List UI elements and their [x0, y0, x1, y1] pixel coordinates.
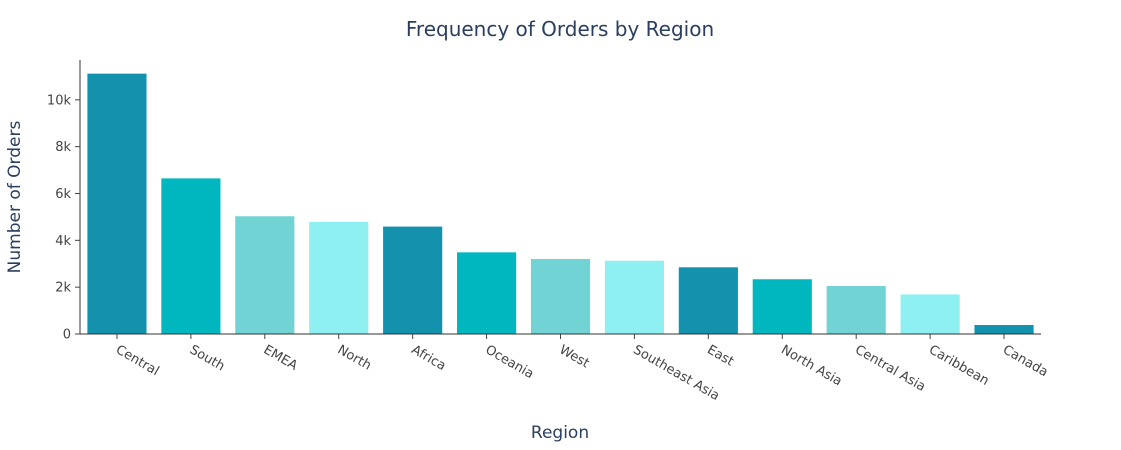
- y-tick-label: 10k: [47, 93, 72, 108]
- x-tick-label: North: [335, 342, 374, 373]
- bars-group: [87, 73, 1034, 335]
- bar-north-asia[interactable]: [752, 279, 812, 334]
- bar-canada[interactable]: [974, 325, 1034, 334]
- y-axis: 0 2k 4k 6k 8k 10k: [47, 60, 81, 343]
- x-tick-label: East: [704, 342, 736, 369]
- x-tick-label: South: [187, 342, 227, 374]
- bar-west[interactable]: [530, 258, 591, 334]
- bar-emea[interactable]: [235, 216, 295, 334]
- x-tick-label: Central Asia: [852, 342, 928, 394]
- bar-east[interactable]: [678, 267, 738, 334]
- bar-caribbean[interactable]: [900, 294, 960, 334]
- x-tick-label: Central: [113, 342, 162, 379]
- chart-title: Frequency of Orders by Region: [406, 17, 714, 41]
- y-tick-label: 8k: [55, 140, 71, 155]
- x-tick-label: Africa: [409, 342, 449, 374]
- bar-oceania[interactable]: [457, 252, 517, 334]
- x-tick-label: Canada: [1000, 342, 1050, 380]
- x-axis: Central South EMEA North Africa Oceania West So…: [80, 333, 1050, 404]
- y-tick-label: 0: [63, 328, 71, 343]
- y-tick-label: 2k: [55, 281, 71, 296]
- bar-south[interactable]: [161, 178, 221, 334]
- x-axis-title: Region: [531, 423, 589, 443]
- y-tick-label: 6k: [55, 187, 71, 202]
- bar-north[interactable]: [309, 221, 369, 334]
- x-tick-label: EMEA: [261, 342, 300, 373]
- bar-africa[interactable]: [383, 226, 443, 334]
- bar-central[interactable]: [87, 73, 147, 335]
- x-tick-label: North Asia: [778, 342, 844, 389]
- x-tick-label: Oceania: [483, 342, 537, 382]
- y-tick-label: 4k: [55, 234, 71, 249]
- bar-southeast-asia[interactable]: [604, 260, 664, 334]
- x-tick-label: Caribbean: [926, 342, 991, 388]
- y-axis-title: Number of Orders: [5, 121, 25, 274]
- x-tick-label: West: [557, 342, 592, 371]
- bar-central-asia[interactable]: [826, 286, 886, 334]
